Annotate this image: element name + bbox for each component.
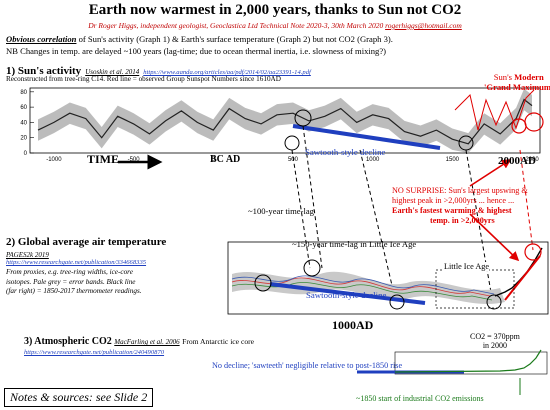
graph1-sawtooth-label: Sawtooth-style decline xyxy=(305,147,386,157)
graph1-heading: 1) Sun's activity xyxy=(6,65,82,77)
graph3-heading-row: 3) Atmospheric CO2 MacFarling et al. 200… xyxy=(24,336,254,347)
fastest-1: Earth's fastest warming & highest xyxy=(392,206,512,215)
graph3-url[interactable]: https://www.researchgate.net/publication… xyxy=(24,349,165,356)
graph1-sawtooth-blue-line xyxy=(292,124,441,150)
graph1-ytick-0: 0 xyxy=(24,151,28,157)
red-arrow-up xyxy=(469,159,512,187)
graph2-proxy-green xyxy=(231,282,493,301)
no-decline-label: No decline; 'sawteeth' negligible relati… xyxy=(212,361,403,370)
graph2-circle-b xyxy=(254,274,272,292)
graph2-note-1: From proxies, e.g. tree-ring widths, ice… xyxy=(6,268,133,276)
graph2-circle-a xyxy=(303,259,321,277)
graph2-circle-c xyxy=(389,294,405,310)
graph1-xtick--500: -500 xyxy=(128,157,141,163)
co2-value-1: CO2 = 370ppm xyxy=(470,332,520,341)
graph2-sawtooth-blue-line xyxy=(269,282,426,305)
graph1-circle-red-max xyxy=(524,112,544,132)
graph1-error-band xyxy=(38,88,532,153)
graph1-ytick-40: 40 xyxy=(20,120,27,126)
graph1-circle-b xyxy=(284,135,300,151)
graph1-heading-row: 1) Sun's activity Usoskin et al. 2014 ht… xyxy=(6,61,311,79)
graph1-ytick-80: 80 xyxy=(20,90,27,96)
modern-max-3: 'Grand Maximum' xyxy=(484,82,550,92)
industrial-label: ~1850 start of industrial CO2 emissions xyxy=(356,394,484,403)
graph3-frame xyxy=(394,351,548,375)
graph3-co2-line xyxy=(394,349,542,373)
page-title: Earth now warmest in 2,000 years, thanks… xyxy=(88,2,462,18)
lag-line-2 xyxy=(291,149,311,269)
graph2-thermometer-line xyxy=(494,247,543,297)
graph1-ytick-20: 20 xyxy=(20,136,27,142)
co2-value-label: CO2 = 370ppm in 2000 xyxy=(470,332,520,350)
graph1-ytick-labels: 80 60 40 20 0 xyxy=(20,90,27,157)
obvious-text: of Sun's activity (Graph 1) & Earth's su… xyxy=(76,34,393,44)
graph2-frame xyxy=(227,241,549,315)
time-label: TIME xyxy=(87,152,120,166)
lag-line-1 xyxy=(302,125,323,269)
fastest-2: temp. in >2,000yrs xyxy=(430,216,495,225)
graph2-notes: From proxies, e.g. tree-ring widths, ice… xyxy=(6,268,142,297)
little-ice-age-label: Little Ice Age xyxy=(444,262,490,271)
red-arrow-down xyxy=(469,213,520,262)
graph1-xtick-1500: 1500 xyxy=(446,157,460,163)
obvious-correlation-line: Obvious correlation of Sun's activity (G… xyxy=(6,34,393,44)
bc-ad-label: BC AD xyxy=(210,154,241,165)
graph1-subtitle: Reconstructed from tree-ring C14. Red li… xyxy=(6,75,281,83)
little-ice-age-box xyxy=(435,269,515,309)
email-link[interactable]: rogerhiggs@hotmail.com xyxy=(385,21,462,30)
graph1-ytick-lines xyxy=(30,91,34,154)
graph2-cite: PAGES2k 2019 xyxy=(6,251,49,259)
lag-line-red xyxy=(519,149,534,251)
no-surprise-1: NO SURPRISE: Sun's largest upswing & xyxy=(392,186,528,195)
no-surprise-2: highest peak in >2,000yrs ... hence ... xyxy=(392,196,515,205)
graph2-circle-d xyxy=(486,294,502,310)
obvious-label: Obvious correlation xyxy=(6,34,77,44)
byline-text: Dr Roger Higgs, independent geologist, G… xyxy=(88,21,384,30)
graph3-heading: 3) Atmospheric CO2 xyxy=(24,336,112,347)
lag100-label: ~100-year time-lag xyxy=(248,206,314,216)
graph2-proxy-blue xyxy=(231,275,495,295)
graph2-red-rise xyxy=(504,255,541,301)
graph2-note-3: (far right) = 1850-2017 thermometer read… xyxy=(6,287,142,295)
graph1-ytick-60: 60 xyxy=(20,105,27,111)
graph1-xtick-0: 0 xyxy=(212,157,216,163)
co2-value-2: in 2000 xyxy=(482,341,508,350)
modern-max-2: Modern xyxy=(514,72,544,82)
graph1-xtick-2000: 2000 xyxy=(525,157,539,163)
graph1-solar-line xyxy=(37,98,533,145)
graph2-note-2: isotopes. Pale grey = error bands. Black… xyxy=(6,277,136,286)
notes-box: Notes & sources: see Slide 2 xyxy=(4,388,154,407)
modern-max-1: Sun's xyxy=(493,72,512,82)
lag-line-3 xyxy=(359,149,396,299)
graph2-circle-red xyxy=(524,243,542,261)
graph1-cite: Usoskin et al. 2014 xyxy=(85,68,140,76)
graph2-error-band xyxy=(232,271,505,304)
graph1-xtick--1000: -1000 xyxy=(46,157,62,163)
ad2000-label: 2000AD xyxy=(498,155,536,167)
graph1-url[interactable]: https://www.aanda.org/articles/aa/pdf/20… xyxy=(143,69,311,76)
lag150-label: ~150-year time-lag in Little Ice Age xyxy=(292,239,417,249)
graph2-sawtooth-label: Sawtooth-style decline xyxy=(306,290,387,300)
graph1-sunspot-red-line xyxy=(454,89,535,131)
modern-max-label: Sun's Modern 'Grand Maximum' xyxy=(484,72,550,92)
graph1-xtick-1000: 1000 xyxy=(366,157,380,163)
graph2-url[interactable]: https://www.researchgate.net/publication… xyxy=(6,259,147,266)
byline: Dr Roger Higgs, independent geologist, G… xyxy=(0,21,550,30)
ad1000-label: 1000AD xyxy=(332,318,374,332)
no-surprise-label: NO SURPRISE: Sun's largest upswing & hig… xyxy=(392,186,528,226)
graph1-frame xyxy=(29,87,541,154)
graph3-cite: MacFarling et al. 2006 xyxy=(114,338,180,346)
graph3-source: From Antarctic ice core xyxy=(182,337,255,346)
graph2-heading: 2) Global average air temperature xyxy=(6,236,167,248)
nb-line: NB Changes in temp. are delayed ~100 yea… xyxy=(6,46,387,56)
